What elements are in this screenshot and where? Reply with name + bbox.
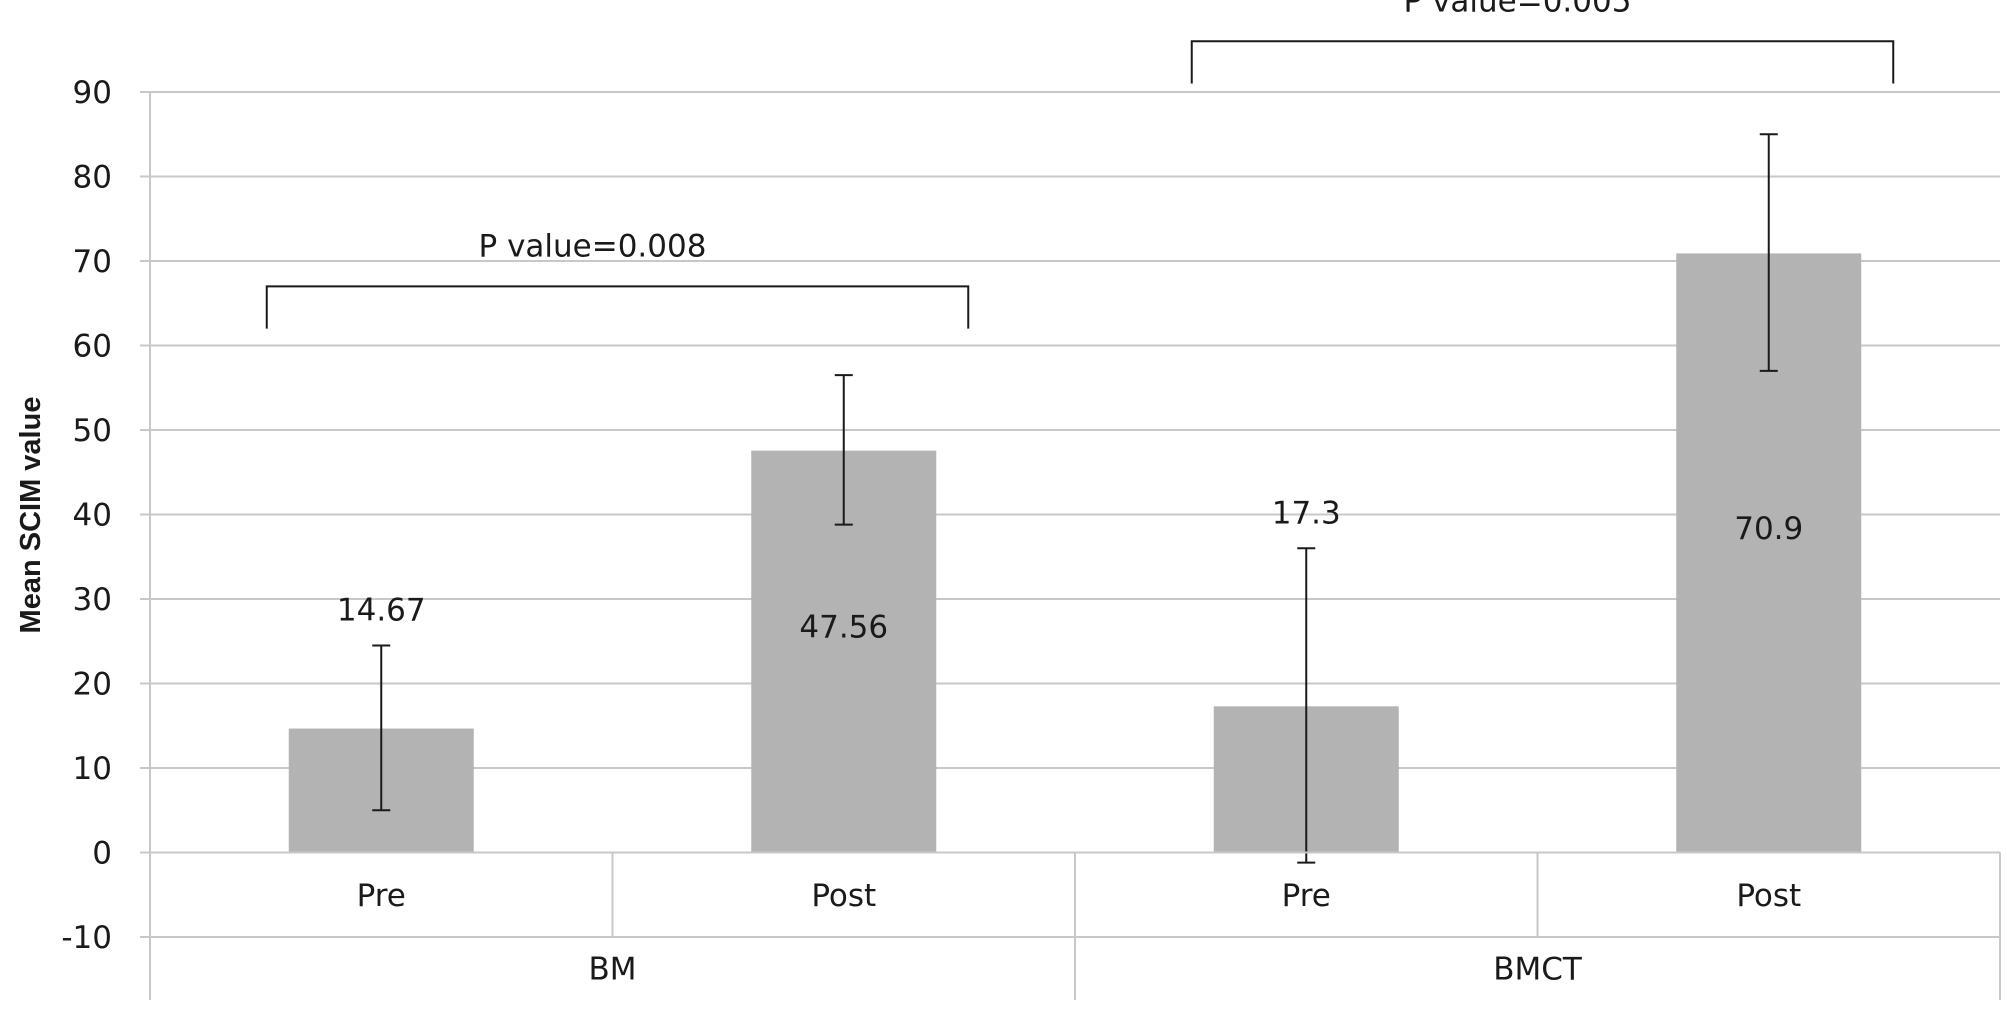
y-tick-label: 80: [73, 160, 112, 196]
label-layer: 14.67 Pre 47.56 Post 17.3 Pre 70.9 Post BM BMCT: [337, 495, 1803, 987]
significance-bracket: [1190, 40, 1895, 84]
category-label: Post: [1736, 878, 1801, 914]
y-tick-label: 60: [73, 329, 112, 365]
data-label: 17.3: [1272, 495, 1341, 531]
significance-bracket: [265, 285, 970, 329]
y-tick-label: 50: [73, 413, 112, 449]
group-label: BM: [588, 952, 636, 988]
data-label: 47.56: [799, 610, 888, 646]
category-label: Pre: [1282, 878, 1331, 914]
group-label: BMCT: [1493, 952, 1583, 988]
data-label: 14.67: [337, 592, 426, 628]
y-tick-label: 90: [73, 75, 112, 111]
p-value-label: P value=0.008: [479, 228, 707, 264]
significance-layer: P value=0.008 P value=0.005: [265, 0, 1895, 329]
y-tick-label: 30: [73, 582, 112, 618]
category-label: Pre: [357, 878, 406, 914]
y-tick-label: 10: [73, 751, 112, 787]
axis-layer: -10 0 10 20 30 40 50 60 70 80 90: [61, 75, 2001, 1000]
bar-layer: [288, 253, 1862, 853]
y-tick-label: 70: [73, 244, 112, 280]
y-tick-label: 40: [73, 498, 112, 534]
y-tick-label: 0: [92, 836, 112, 872]
y-tick-label: -10: [61, 920, 112, 956]
data-label: 70.9: [1734, 511, 1803, 547]
category-label: Post: [811, 878, 876, 914]
error-bar-layer: [372, 133, 1778, 864]
y-tick-label: 20: [73, 667, 112, 703]
p-value-label: P value=0.005: [1404, 0, 1632, 19]
y-axis-title: Mean SCIM value: [15, 397, 47, 634]
